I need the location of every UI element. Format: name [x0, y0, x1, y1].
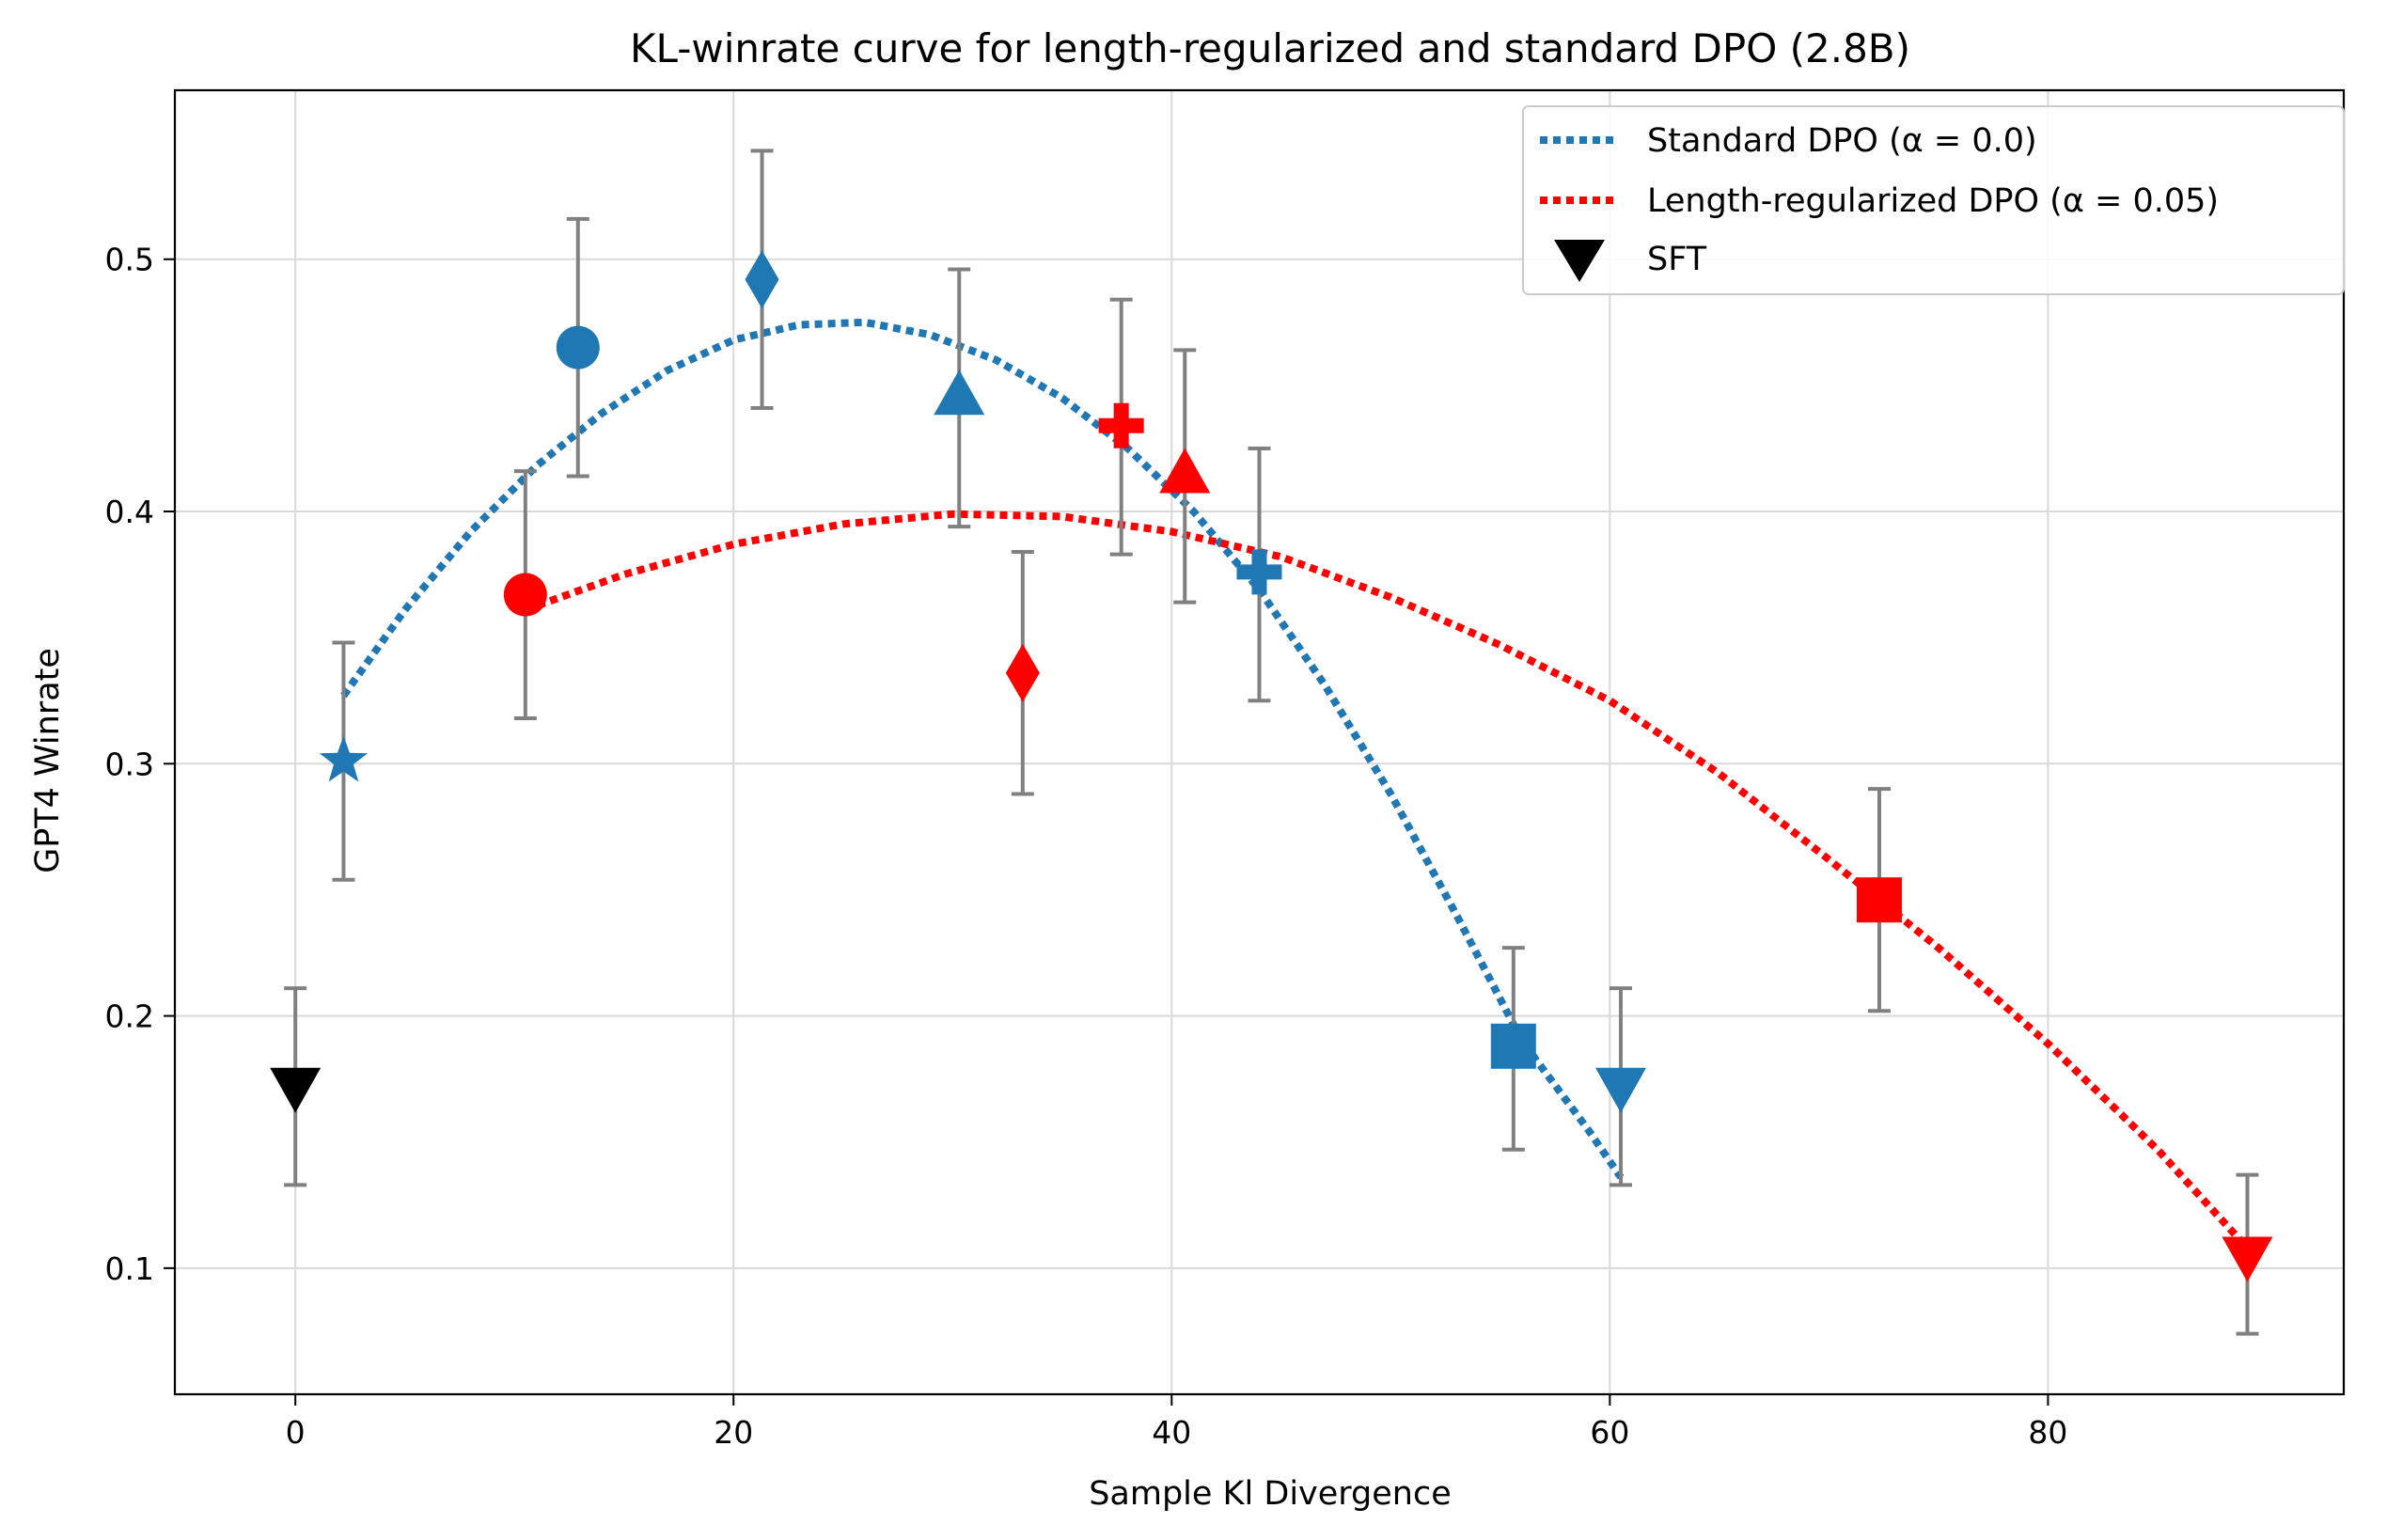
- data-point-length-regularized-dpo-0-05-diamond: [1005, 643, 1040, 702]
- legend: Standard DPO (α = 0.0) Length-regularize…: [1522, 105, 2345, 295]
- x-tick-label: 60: [1590, 1414, 1629, 1451]
- legend-label-length-regularized-dpo: Length-regularized DPO (α = 0.05): [1647, 182, 2219, 220]
- data-point-standard-dpo-0-0-square: [1490, 1023, 1536, 1069]
- fit-curve-standard-dpo-0-0: [340, 318, 1625, 1180]
- data-point-sft-triangle-down: [270, 1067, 322, 1113]
- x-tick-label: 20: [714, 1414, 753, 1451]
- legend-box: [1522, 105, 2345, 295]
- data-point-length-regularized-dpo-0-05-plus: [1098, 402, 1144, 448]
- data-point-length-regularized-dpo-0-05-circle: [503, 573, 547, 617]
- data-point-length-regularized-dpo-0-05-triangle-down: [2222, 1236, 2273, 1282]
- y-tick-label: 0.1: [105, 1250, 154, 1287]
- data-point-standard-dpo-0-0-triangle-up: [934, 369, 985, 416]
- data-markers: [270, 250, 2273, 1282]
- y-axis-label: GPT4 Winrate: [29, 648, 67, 873]
- fit-curves: [340, 318, 2251, 1251]
- legend-label-sft: SFT: [1647, 241, 1707, 278]
- x-tick-label: 80: [2028, 1414, 2067, 1451]
- fit-curve-length-regularized-dpo-0-05: [524, 510, 2251, 1251]
- data-point-standard-dpo-0-0-circle: [556, 325, 600, 369]
- plot-frame: [173, 88, 2346, 1396]
- x-axis-label: Sample Kl Divergence: [1089, 1475, 1452, 1513]
- x-tick-label: 40: [1152, 1414, 1191, 1451]
- x-tick-label: 0: [286, 1414, 306, 1451]
- data-point-length-regularized-dpo-0-05-triangle-up: [1159, 448, 1211, 494]
- data-point-length-regularized-dpo-0-05-square: [1856, 877, 1902, 923]
- y-tick-label: 0.2: [105, 998, 154, 1035]
- chart-title: KL-winrate curve for length-regularized …: [630, 25, 1910, 71]
- y-tick-label: 0.3: [105, 746, 154, 782]
- data-point-standard-dpo-0-0-star: [319, 735, 369, 782]
- data-point-standard-dpo-0-0-triangle-down: [1595, 1067, 1646, 1113]
- axis-ticks: 0 20 40 60 80 0.1 0.2 0.3 0.4 0.5: [105, 242, 2068, 1451]
- y-tick-label: 0.5: [105, 242, 154, 278]
- legend-swatch-sft: [1554, 240, 1605, 282]
- data-point-standard-dpo-0-0-diamond: [745, 250, 779, 309]
- data-point-standard-dpo-0-0-plus: [1236, 549, 1282, 595]
- y-tick-label: 0.4: [105, 494, 154, 530]
- legend-label-standard-dpo: Standard DPO (α = 0.0): [1647, 122, 2037, 160]
